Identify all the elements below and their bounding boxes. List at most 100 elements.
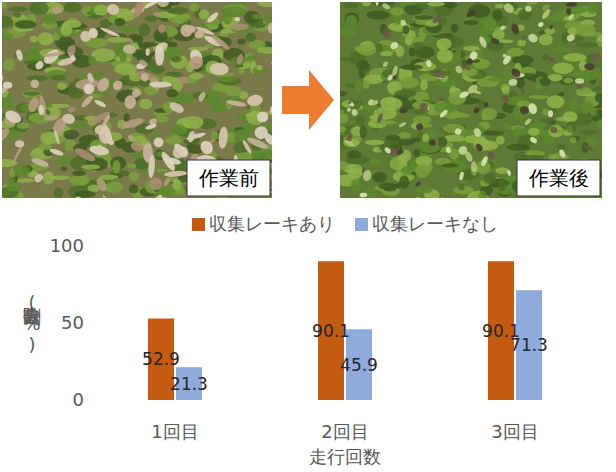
photo-texture	[346, 107, 351, 112]
photo-texture	[547, 56, 556, 64]
photo-texture	[124, 113, 130, 122]
photo-texture	[415, 181, 422, 187]
photo-texture	[595, 93, 602, 103]
photo-texture	[523, 155, 544, 159]
photo-texture	[81, 165, 100, 170]
photo-texture	[463, 46, 479, 51]
photo-texture	[402, 25, 409, 34]
photo-texture	[2, 2, 8, 9]
photo-texture	[414, 15, 434, 20]
photo-texture	[380, 51, 393, 56]
photo-texture	[67, 106, 76, 114]
photo-texture	[527, 2, 538, 5]
photo-texture	[80, 31, 91, 42]
photo-texture	[481, 108, 497, 120]
photo-texture	[29, 2, 49, 15]
photo-texture	[413, 149, 420, 157]
photo-texture	[437, 49, 453, 63]
photo-texture	[563, 78, 573, 84]
photo-texture	[72, 170, 86, 176]
photo-texture	[466, 83, 479, 95]
photo-texture	[153, 11, 162, 17]
photo-texture	[95, 176, 109, 192]
photo-texture	[431, 14, 443, 24]
photo-texture	[247, 55, 258, 61]
photo-texture	[340, 27, 357, 36]
photo-texture	[115, 46, 123, 53]
photo-texture	[258, 2, 272, 7]
photo-texture	[49, 147, 65, 156]
photo-texture	[502, 2, 516, 15]
x-axis-title: 走行回数	[309, 446, 381, 467]
photo-texture	[582, 143, 594, 151]
photo-texture	[42, 51, 66, 58]
photo-texture	[480, 155, 489, 167]
photo-texture	[166, 89, 178, 98]
photo-texture	[245, 33, 256, 42]
photo-texture	[189, 3, 199, 12]
photo-texture	[97, 144, 103, 155]
photo-texture	[166, 8, 175, 13]
photo-label-box	[517, 160, 600, 196]
photo-texture	[390, 148, 397, 157]
photo-texture	[56, 160, 70, 165]
x-tick-label: 3回目	[491, 421, 538, 442]
photo-texture	[461, 64, 472, 71]
photo-texture	[2, 33, 13, 41]
photo-texture	[268, 99, 272, 117]
photo-texture	[439, 96, 445, 101]
photo-texture	[14, 165, 31, 177]
photo-texture	[340, 91, 348, 96]
photo-texture	[483, 102, 489, 108]
photo-texture	[166, 136, 180, 146]
photo-texture	[438, 137, 447, 148]
photo-texture	[376, 112, 384, 123]
photo-texture	[236, 53, 245, 65]
photo-texture	[552, 47, 569, 53]
photo-texture	[129, 171, 139, 181]
photo-texture	[122, 44, 136, 55]
photo-texture	[138, 58, 149, 68]
photo-texture	[487, 150, 495, 159]
photo-texture	[237, 38, 245, 44]
photo-texture	[348, 168, 363, 179]
photo-label-box	[187, 160, 270, 196]
photo-texture	[61, 112, 76, 125]
photo-texture	[425, 59, 432, 67]
photo-texture	[549, 25, 554, 30]
photo-texture	[187, 130, 196, 143]
photo-texture	[552, 63, 574, 74]
photo-texture	[501, 94, 510, 103]
photo-texture	[454, 127, 463, 136]
photo-texture	[93, 99, 107, 109]
photo-texture	[88, 15, 103, 19]
photo-texture	[540, 77, 551, 86]
photo-texture	[340, 99, 361, 112]
photo-texture	[527, 102, 539, 115]
photo-texture	[540, 198, 550, 199]
photo-texture	[257, 111, 268, 122]
photo-texture	[416, 187, 433, 194]
photo-texture	[535, 84, 542, 91]
photo-texture	[340, 126, 346, 133]
photo-texture	[8, 6, 28, 12]
arrow	[282, 70, 334, 130]
photo-texture	[422, 133, 428, 142]
photo-texture	[200, 2, 222, 3]
photo-texture	[95, 76, 112, 94]
photo-texture	[53, 130, 60, 145]
photo-texture	[433, 71, 446, 80]
photo-texture	[557, 144, 565, 149]
photo-texture	[445, 146, 451, 153]
photo-texture	[14, 12, 21, 17]
photo-texture	[435, 196, 444, 198]
photo-texture	[597, 119, 602, 129]
photo-texture	[256, 65, 262, 70]
photo-texture	[250, 23, 266, 29]
photo-texture	[415, 165, 430, 178]
photo-texture	[155, 45, 164, 66]
photo-texture	[415, 156, 432, 166]
photo-texture	[145, 123, 157, 131]
photo-texture	[211, 34, 231, 52]
photo-texture	[3, 59, 15, 71]
